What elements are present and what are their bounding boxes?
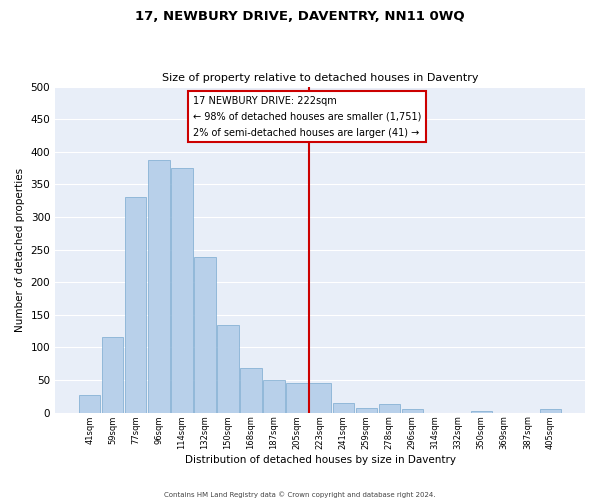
Bar [241,368,262,412]
Bar [401,410,423,412]
Text: 17 NEWBURY DRIVE: 222sqm
← 98% of detached houses are smaller (1,751)
2% of semi: 17 NEWBURY DRIVE: 222sqm ← 98% of detach… [193,96,421,138]
Bar [310,384,331,412]
Y-axis label: Number of detached properties: Number of detached properties [15,168,25,332]
Text: Contains HM Land Registry data © Crown copyright and database right 2024.: Contains HM Land Registry data © Crown c… [164,491,436,498]
Bar [79,395,100,412]
Bar [470,410,492,412]
Title: Size of property relative to detached houses in Daventry: Size of property relative to detached ho… [162,73,478,83]
Bar [194,258,215,412]
Bar [332,403,353,412]
Bar [217,326,239,412]
Bar [148,160,170,412]
Bar [286,382,308,412]
X-axis label: Distribution of detached houses by size in Daventry: Distribution of detached houses by size … [185,455,455,465]
Bar [102,337,124,412]
Bar [356,408,377,412]
Bar [172,168,193,412]
Bar [540,410,561,412]
Bar [263,380,284,412]
Bar [125,198,146,412]
Text: 17, NEWBURY DRIVE, DAVENTRY, NN11 0WQ: 17, NEWBURY DRIVE, DAVENTRY, NN11 0WQ [135,10,465,23]
Bar [379,404,400,412]
